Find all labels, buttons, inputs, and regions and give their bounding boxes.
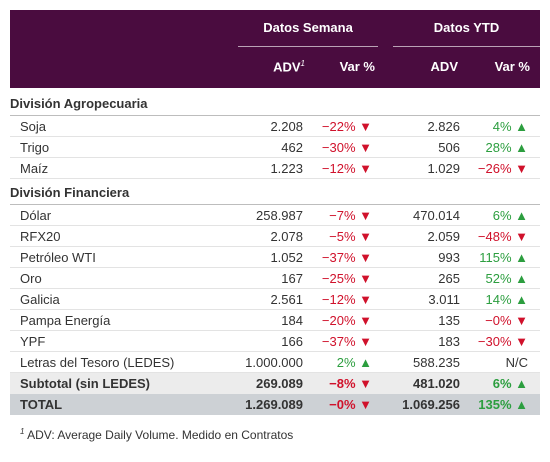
row-label: Pampa Energía: [20, 313, 111, 328]
row-label: Galicia: [20, 292, 60, 307]
var-week: −20% ▼: [321, 313, 372, 328]
adv-ytd: 265: [438, 271, 460, 286]
var-week: −12% ▼: [321, 292, 372, 307]
adv-week: 2.078: [270, 229, 303, 244]
adv-week: 1.000.000: [245, 355, 303, 370]
column-header: Var %: [339, 59, 375, 74]
row-rule: [10, 225, 540, 226]
footnote-mark: 1: [300, 59, 305, 68]
adv-ytd: 2.059: [427, 229, 460, 244]
row-rule: [10, 157, 540, 158]
row-label: Oro: [20, 271, 42, 286]
row-label: TOTAL: [20, 397, 63, 412]
column-header: ADV: [430, 59, 458, 74]
adv-week: 258.987: [256, 208, 303, 223]
column-header: Var %: [494, 59, 530, 74]
row-rule: [10, 330, 540, 331]
adv-week: 2.561: [270, 292, 303, 307]
row-label: Maíz: [20, 161, 49, 176]
section-title: División Financiera: [10, 185, 130, 200]
row-label: Trigo: [20, 140, 50, 155]
row-label: YPF: [20, 334, 46, 349]
var-week: −22% ▼: [321, 119, 372, 134]
adv-ytd: 1.069.256: [402, 397, 460, 412]
var-ytd: 4% ▲: [492, 119, 528, 134]
var-ytd: −0% ▼: [485, 313, 528, 328]
var-week: −0% ▼: [329, 397, 372, 412]
footnote-mark: 1: [20, 427, 25, 436]
column-label: ADV: [273, 59, 301, 75]
adv-ytd: 506: [438, 140, 460, 155]
adv-week: 1.223: [270, 161, 303, 176]
adv-ytd: 2.826: [427, 119, 460, 134]
adv-week: 2.208: [270, 119, 303, 134]
var-week: −30% ▼: [321, 140, 372, 155]
row-rule: [10, 372, 540, 373]
row-label: Dólar: [20, 208, 52, 223]
row-rule: [10, 178, 540, 179]
group-rule: [238, 46, 378, 47]
adv-week: 184: [281, 313, 303, 328]
var-week: −8% ▼: [329, 376, 372, 391]
adv-ytd: 1.029: [427, 161, 460, 176]
adv-ytd: 135: [438, 313, 460, 328]
var-ytd: 52% ▲: [485, 271, 529, 286]
row-rule: [10, 288, 540, 289]
footnote: 1 ADV: Average Daily Volume. Medido en C…: [20, 427, 293, 442]
row-label: Subtotal (sin LEDES): [20, 376, 150, 391]
row-band: [10, 373, 540, 394]
var-week: −37% ▼: [321, 334, 372, 349]
section-rule: [10, 204, 540, 205]
group-header: Datos Semana: [263, 20, 353, 35]
var-ytd: 14% ▲: [485, 292, 529, 307]
row-rule: [10, 351, 540, 352]
row-label: Soja: [20, 119, 47, 134]
section-rule: [10, 115, 540, 116]
adv-week: 1.052: [270, 250, 303, 265]
var-week: 2% ▲: [336, 355, 372, 370]
adv-ytd: 588.235: [413, 355, 460, 370]
section-title: División Agropecuaria: [10, 96, 148, 111]
var-ytd: 28% ▲: [485, 140, 529, 155]
var-ytd: 6% ▲: [492, 376, 528, 391]
adv-week: 269.089: [256, 376, 303, 391]
var-week: −12% ▼: [321, 161, 372, 176]
row-rule: [10, 136, 540, 137]
column-header: ADV1: [273, 59, 305, 74]
header-band: [10, 10, 540, 88]
group-header: Datos YTD: [433, 20, 500, 35]
var-ytd: 115% ▲: [479, 250, 528, 265]
var-ytd: 6% ▲: [492, 208, 528, 223]
var-week: −37% ▼: [321, 250, 372, 265]
var-ytd: N/C: [505, 355, 528, 370]
adv-week: 167: [281, 271, 303, 286]
var-week: −25% ▼: [321, 271, 372, 286]
footnote-text: ADV: Average Daily Volume. Medido en Con…: [27, 428, 294, 442]
adv-week: 1.269.089: [245, 397, 303, 412]
row-label: Petróleo WTI: [20, 250, 96, 265]
var-week: −5% ▼: [329, 229, 372, 244]
row-rule: [10, 309, 540, 310]
var-week: −7% ▼: [329, 208, 372, 223]
adv-week: 462: [281, 140, 303, 155]
row-band: [10, 394, 540, 415]
group-rule: [393, 46, 540, 47]
var-ytd: −26% ▼: [477, 161, 528, 176]
adv-ytd: 183: [438, 334, 460, 349]
var-ytd: −30% ▼: [477, 334, 528, 349]
var-ytd: −48% ▼: [477, 229, 528, 244]
var-ytd: 135% ▲: [478, 397, 528, 412]
adv-ytd: 470.014: [413, 208, 460, 223]
row-rule: [10, 267, 540, 268]
row-rule: [10, 246, 540, 247]
row-label: Letras del Tesoro (LEDES): [20, 355, 175, 370]
row-label: RFX20: [20, 229, 61, 244]
adv-ytd: 3.011: [428, 292, 460, 307]
adv-ytd: 481.020: [413, 376, 460, 391]
adv-ytd: 993: [438, 250, 460, 265]
adv-week: 166: [281, 334, 303, 349]
